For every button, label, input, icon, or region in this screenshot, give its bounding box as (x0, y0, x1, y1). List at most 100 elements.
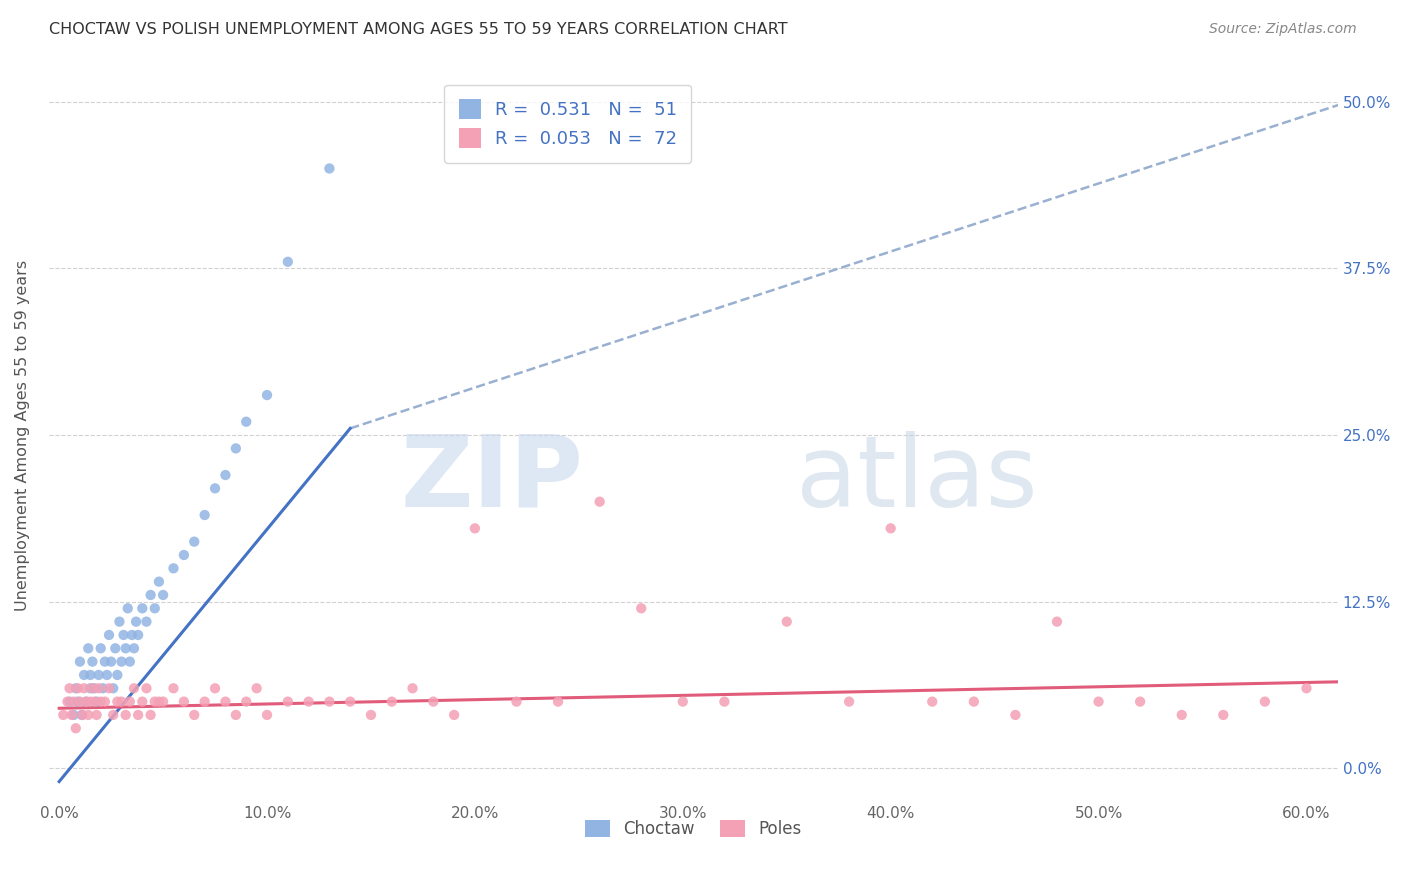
Point (318, 695, 340, 709)
Point (162, 561, 184, 575)
Point (256, 708, 278, 723)
Point (103, 708, 125, 723)
Point (118, 655, 141, 669)
Point (66, 681, 89, 696)
Point (69, 695, 91, 709)
Point (110, 695, 132, 709)
Point (121, 628, 143, 642)
Point (105, 668, 128, 682)
Point (87, 681, 110, 696)
Point (148, 574, 170, 589)
Point (90, 641, 112, 656)
Point (1087, 695, 1109, 709)
Point (73, 681, 96, 696)
Point (838, 695, 860, 709)
Point (235, 695, 257, 709)
Point (56, 695, 79, 709)
Point (547, 695, 569, 709)
Point (75, 695, 97, 709)
Point (277, 254, 299, 268)
Point (114, 708, 136, 723)
Point (588, 494, 610, 508)
Point (464, 521, 486, 535)
Point (86, 708, 108, 723)
Point (117, 601, 139, 615)
Point (672, 695, 695, 709)
Point (108, 615, 131, 629)
Point (1170, 708, 1192, 723)
Point (1004, 708, 1026, 723)
Point (214, 695, 236, 709)
Legend: Choctaw, Poles: Choctaw, Poles (578, 813, 808, 845)
Point (87, 668, 110, 682)
Y-axis label: Unemployment Among Ages 55 to 59 years: Unemployment Among Ages 55 to 59 years (15, 260, 30, 611)
Point (98, 681, 121, 696)
Point (921, 695, 943, 709)
Point (204, 481, 226, 495)
Point (225, 708, 247, 723)
Text: ZIP: ZIP (401, 431, 583, 527)
Point (94, 655, 117, 669)
Point (77, 641, 100, 656)
Point (131, 695, 153, 709)
Point (96, 668, 118, 682)
Point (1212, 708, 1234, 723)
Point (65, 721, 87, 735)
Text: CHOCTAW VS POLISH UNEMPLOYMENT AMONG AGES 55 TO 59 YEARS CORRELATION CHART: CHOCTAW VS POLISH UNEMPLOYMENT AMONG AGE… (49, 22, 787, 37)
Point (135, 681, 157, 696)
Point (879, 521, 901, 535)
Point (73, 668, 96, 682)
Point (62, 708, 84, 723)
Point (183, 708, 205, 723)
Point (235, 415, 257, 429)
Point (98, 628, 121, 642)
Point (103, 681, 125, 696)
Point (173, 695, 195, 709)
Point (105, 695, 128, 709)
Point (256, 388, 278, 402)
Point (194, 508, 217, 522)
Point (152, 588, 174, 602)
Point (62, 695, 84, 709)
Point (297, 695, 319, 709)
Point (52, 708, 75, 723)
Point (505, 695, 527, 709)
Point (1295, 681, 1317, 696)
Point (183, 534, 205, 549)
Point (246, 681, 269, 696)
Point (1129, 695, 1152, 709)
Point (114, 641, 136, 656)
Point (339, 695, 361, 709)
Point (443, 708, 465, 723)
Point (963, 695, 986, 709)
Point (173, 548, 195, 562)
Point (401, 681, 423, 696)
Point (148, 695, 170, 709)
Point (143, 601, 166, 615)
Point (58, 681, 80, 696)
Point (131, 601, 153, 615)
Point (82, 681, 104, 696)
Point (204, 681, 226, 696)
Point (60, 708, 83, 723)
Text: Source: ZipAtlas.com: Source: ZipAtlas.com (1209, 22, 1357, 37)
Point (277, 695, 299, 709)
Point (125, 615, 148, 629)
Text: atlas: atlas (796, 431, 1038, 527)
Point (360, 708, 382, 723)
Point (100, 655, 122, 669)
Point (70, 708, 93, 723)
Point (214, 468, 236, 483)
Point (422, 695, 444, 709)
Point (110, 655, 132, 669)
Point (713, 695, 735, 709)
Point (1254, 695, 1277, 709)
Point (152, 695, 174, 709)
Point (135, 615, 157, 629)
Point (86, 695, 108, 709)
Point (139, 708, 162, 723)
Point (75, 695, 97, 709)
Point (65, 681, 87, 696)
Point (318, 161, 340, 176)
Point (127, 708, 149, 723)
